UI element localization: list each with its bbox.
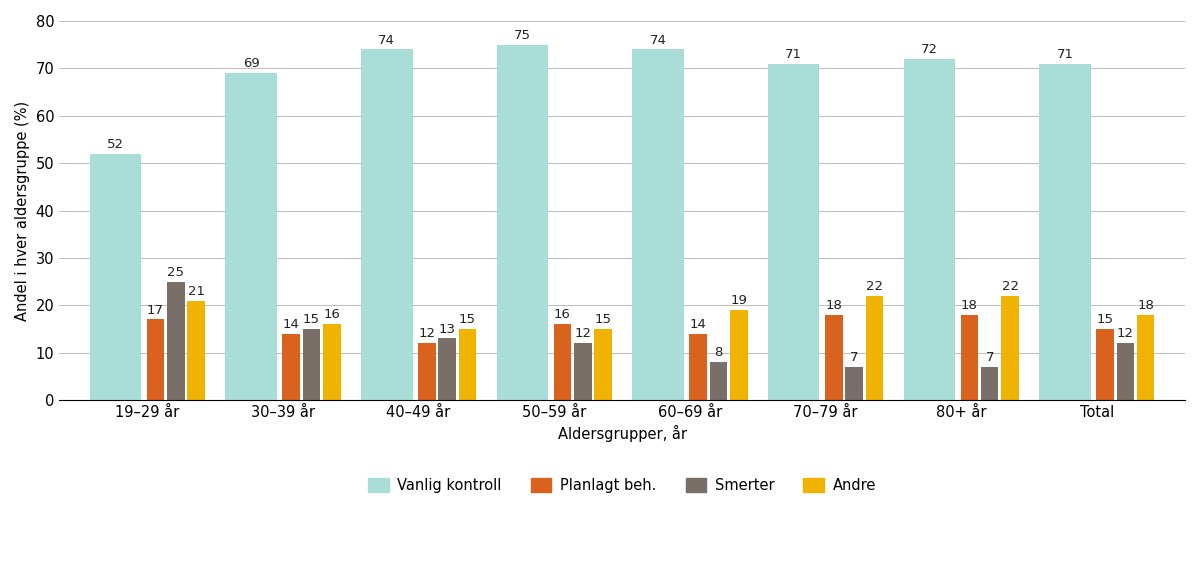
Bar <box>865 296 883 400</box>
Bar <box>574 343 592 400</box>
Bar <box>323 324 341 400</box>
Bar <box>302 329 320 400</box>
Y-axis label: Andel i hver aldersgruppe (%): Andel i hver aldersgruppe (%) <box>14 101 30 320</box>
Text: 8: 8 <box>714 347 722 359</box>
Bar <box>768 64 820 400</box>
Text: 16: 16 <box>554 308 571 321</box>
X-axis label: Aldersgrupper, år: Aldersgrupper, år <box>558 426 686 443</box>
Text: 52: 52 <box>107 138 124 151</box>
Text: 14: 14 <box>283 318 300 331</box>
Bar <box>553 324 571 400</box>
Text: 18: 18 <box>1138 299 1154 312</box>
Text: 25: 25 <box>167 266 185 279</box>
Text: 14: 14 <box>690 318 707 331</box>
Bar <box>845 367 863 400</box>
Bar <box>1116 343 1134 400</box>
Text: 22: 22 <box>1002 280 1019 293</box>
Bar <box>632 50 684 400</box>
Bar <box>438 339 456 400</box>
Text: 21: 21 <box>187 284 205 298</box>
Bar <box>187 300 205 400</box>
Text: 12: 12 <box>575 327 592 340</box>
Bar <box>167 282 185 400</box>
Bar <box>226 73 277 400</box>
Bar <box>90 154 142 400</box>
Text: 71: 71 <box>785 48 802 61</box>
Text: 15: 15 <box>594 313 612 326</box>
Text: 18: 18 <box>826 299 842 312</box>
Bar <box>146 320 164 400</box>
Bar <box>709 362 727 400</box>
Text: 15: 15 <box>1097 313 1114 326</box>
Bar <box>1136 315 1154 400</box>
Text: 18: 18 <box>961 299 978 312</box>
Text: 12: 12 <box>419 327 436 340</box>
Bar <box>594 329 612 400</box>
Text: 74: 74 <box>378 34 395 47</box>
Bar <box>361 50 413 400</box>
Text: 13: 13 <box>439 323 456 336</box>
Bar <box>730 310 748 400</box>
Text: 15: 15 <box>302 313 320 326</box>
Text: 16: 16 <box>323 308 341 321</box>
Text: 69: 69 <box>242 57 259 71</box>
Text: 7: 7 <box>985 351 994 364</box>
Text: 74: 74 <box>649 34 666 47</box>
Text: 7: 7 <box>850 351 858 364</box>
Text: 19: 19 <box>731 294 748 307</box>
Bar <box>497 45 548 400</box>
Text: 75: 75 <box>514 29 530 42</box>
Bar <box>458 329 476 400</box>
Bar <box>418 343 436 400</box>
Text: 72: 72 <box>920 43 938 56</box>
Bar <box>824 315 842 400</box>
Bar <box>1001 296 1019 400</box>
Bar <box>980 367 998 400</box>
Bar <box>1039 64 1091 400</box>
Text: 15: 15 <box>458 313 476 326</box>
Text: 22: 22 <box>866 280 883 293</box>
Text: 12: 12 <box>1117 327 1134 340</box>
Text: 17: 17 <box>146 304 164 317</box>
Legend: Vanlig kontroll, Planlagt beh., Smerter, Andre: Vanlig kontroll, Planlagt beh., Smerter,… <box>362 472 882 498</box>
Bar <box>1096 329 1114 400</box>
Bar <box>904 59 955 400</box>
Bar <box>689 333 707 400</box>
Bar <box>282 333 300 400</box>
Bar <box>960 315 978 400</box>
Text: 71: 71 <box>1056 48 1074 61</box>
